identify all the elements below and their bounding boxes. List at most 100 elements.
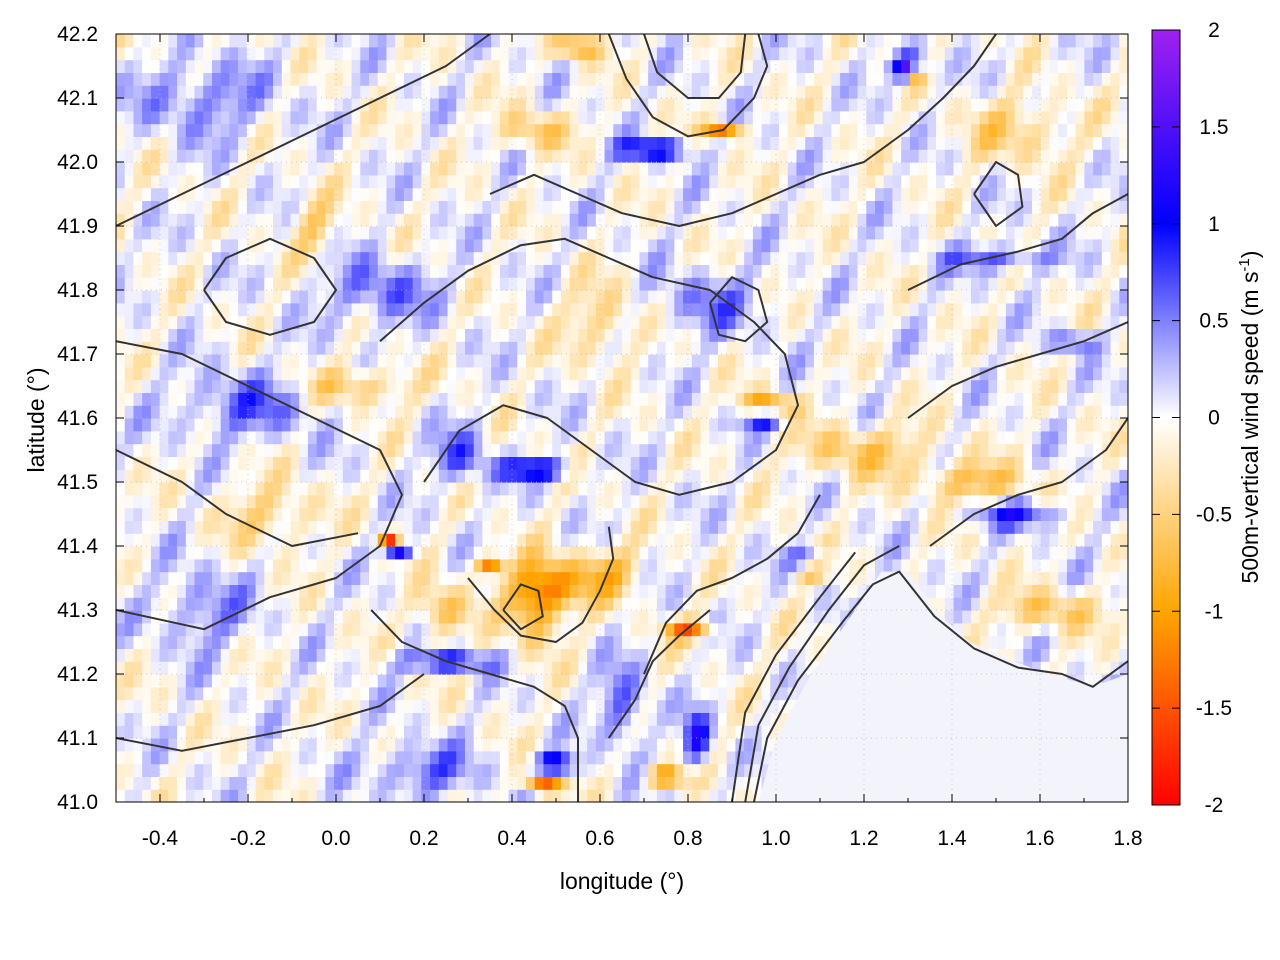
heatmap-cell [526, 584, 536, 598]
heatmap-cell [360, 789, 370, 802]
heatmap-cell [290, 725, 300, 739]
heatmap-cell [185, 354, 196, 368]
heatmap-cell [273, 494, 283, 509]
heatmap-cell [421, 622, 431, 637]
heatmap-cell [168, 674, 178, 688]
heatmap-cell [970, 635, 981, 649]
heatmap-cell [1058, 405, 1068, 419]
heatmap-cell [883, 533, 894, 547]
heatmap-cell [918, 392, 928, 406]
heatmap-cell [648, 533, 658, 547]
heatmap-cell [543, 379, 553, 393]
heatmap-cell [936, 443, 946, 457]
heatmap-cell [822, 264, 832, 278]
heatmap-cell [735, 264, 745, 278]
heatmap-cell [116, 648, 126, 662]
heatmap-cell [848, 456, 859, 470]
heatmap-cell [421, 443, 431, 457]
heatmap-cell [238, 610, 248, 624]
heatmap-cell [124, 238, 135, 253]
heatmap-cell [412, 392, 422, 406]
heatmap-cell [517, 482, 527, 496]
heatmap-cell [482, 597, 492, 611]
heatmap-cell [639, 290, 649, 304]
heatmap-cell [203, 264, 213, 278]
heatmap-cell [246, 597, 257, 611]
heatmap-cell [438, 686, 449, 701]
heatmap-cell [377, 750, 388, 765]
heatmap-cell [848, 277, 859, 291]
heatmap-cell [622, 302, 632, 317]
heatmap-cell [709, 699, 719, 713]
heatmap-cell [351, 686, 361, 701]
heatmap-cell [840, 597, 850, 611]
heatmap-cell [866, 418, 876, 432]
heatmap-cell [848, 366, 859, 381]
heatmap-cell [1093, 648, 1103, 662]
heatmap-cell [543, 328, 553, 342]
heatmap-cell [944, 494, 955, 509]
heatmap-cell [587, 277, 597, 291]
heatmap-cell [508, 648, 518, 662]
heatmap-cell [377, 507, 388, 521]
heatmap-cell [1040, 469, 1051, 483]
heatmap-cell [290, 456, 300, 470]
heatmap-cell [822, 558, 832, 573]
heatmap-cell [456, 290, 466, 304]
heatmap-cell [194, 290, 204, 304]
heatmap-cell [1049, 405, 1059, 419]
heatmap-cell [325, 584, 335, 598]
heatmap-cell [124, 302, 135, 317]
heatmap-cell [273, 584, 283, 598]
heatmap-cell [779, 341, 789, 355]
heatmap-cell [203, 597, 213, 611]
heatmap-cell [1040, 571, 1051, 585]
heatmap-cell [1066, 558, 1077, 573]
heatmap-cell [491, 776, 501, 790]
heatmap-cell [761, 648, 771, 662]
heatmap-cell [962, 610, 972, 624]
heatmap-cell [290, 366, 300, 381]
heatmap-cell [491, 443, 501, 457]
heatmap-cell [944, 418, 955, 432]
heatmap-cell [1005, 456, 1016, 470]
heatmap-cell [988, 290, 998, 304]
heatmap-cell [1066, 328, 1077, 342]
heatmap-cell [936, 482, 946, 496]
heatmap-cell [857, 264, 867, 278]
heatmap-cell [116, 738, 126, 752]
heatmap-cell [534, 251, 545, 265]
heatmap-cell [787, 686, 798, 701]
heatmap-cell [438, 738, 449, 752]
heatmap-cell [395, 507, 405, 521]
heatmap-cell [1084, 648, 1094, 662]
heatmap-cell [622, 584, 632, 598]
heatmap-cell [316, 379, 326, 393]
heatmap-cell [412, 494, 422, 509]
heatmap-cell [473, 507, 484, 521]
heatmap-cell [1084, 571, 1094, 585]
heatmap-cell [1040, 635, 1051, 649]
heatmap-cell [587, 533, 597, 547]
heatmap-cell [464, 469, 475, 483]
heatmap-cell [892, 251, 902, 265]
heatmap-cell [1040, 584, 1051, 598]
heatmap-cell [543, 712, 553, 726]
heatmap-cell [342, 686, 353, 701]
heatmap-cell [116, 238, 126, 253]
heatmap-cell [813, 443, 824, 457]
heatmap-cell [1110, 507, 1120, 521]
heatmap-cell [1075, 622, 1085, 637]
heatmap-cell [691, 750, 702, 765]
heatmap-cell [761, 341, 771, 355]
heatmap-cell [307, 763, 318, 777]
heatmap-cell [622, 686, 632, 701]
heatmap-cell [473, 366, 484, 381]
heatmap-cell [840, 546, 850, 560]
heatmap-cell [168, 533, 178, 547]
heatmap-cell [927, 264, 937, 278]
heatmap-cell [770, 366, 780, 381]
heatmap-cell [377, 763, 388, 777]
heatmap-cell [805, 443, 815, 457]
heatmap-cell [761, 494, 771, 509]
